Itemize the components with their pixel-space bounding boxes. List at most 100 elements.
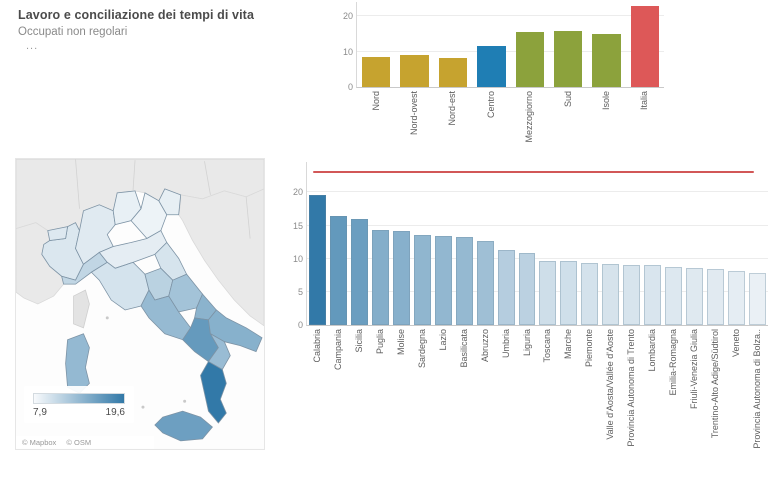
bar-abruzzo[interactable] xyxy=(477,241,494,325)
bar-cell xyxy=(579,162,600,325)
x-label-cell: Basilicata xyxy=(454,329,475,368)
x-label-friuli-venezia-giulia: Friuli-Venezia Giulia xyxy=(690,329,699,409)
bar-cell xyxy=(349,162,370,325)
bar-toscana[interactable] xyxy=(539,261,556,325)
region-plot-area: 05101520 xyxy=(306,162,768,326)
bar-cell xyxy=(587,2,625,87)
bar-sud[interactable] xyxy=(554,31,582,87)
x-label-cell: Nord-est xyxy=(434,91,472,126)
bar-trentino-alto-adige-s-dtirol[interactable] xyxy=(707,269,724,325)
bar-basilicata[interactable] xyxy=(456,237,473,325)
x-label-cell: Friuli-Venezia Giulia xyxy=(684,329,705,409)
bar-cell xyxy=(357,2,395,87)
bar-umbria[interactable] xyxy=(498,250,515,325)
bar-molise[interactable] xyxy=(393,231,410,325)
bar-cell xyxy=(642,162,663,325)
x-label-cell: Toscana xyxy=(537,329,558,363)
bar-cell xyxy=(705,162,726,325)
x-label-lombardia: Lombardia xyxy=(648,329,657,372)
x-label-cell: Veneto xyxy=(726,329,747,357)
bar-italia[interactable] xyxy=(631,6,659,87)
x-label-nord: Nord xyxy=(372,91,381,111)
bar-lombardia[interactable] xyxy=(644,265,661,325)
osm-attribution-link[interactable]: © OSM xyxy=(66,438,91,447)
region-x-axis-labels: CalabriaCampaniaSiciliaPugliaMoliseSarde… xyxy=(307,329,769,479)
x-label-provincia-autonoma-di-bolza-: Provincia Autonoma di Bolza.. xyxy=(753,329,762,449)
y-tick-label-20: 20 xyxy=(331,11,353,21)
bar-provincia-autonoma-di-trento[interactable] xyxy=(623,265,640,325)
bar-cell xyxy=(328,162,349,325)
bar-cell xyxy=(549,2,587,87)
bar-cell xyxy=(496,162,517,325)
x-label-molise: Molise xyxy=(397,329,406,355)
page-subtitle: Occupati non regolari xyxy=(18,26,254,38)
bar-friuli-venezia-giulia[interactable] xyxy=(686,268,703,325)
x-label-cell: Puglia xyxy=(370,329,391,354)
x-label-cell: Centro xyxy=(472,91,510,118)
bar-cell xyxy=(475,162,496,325)
x-label-cell: Liguria xyxy=(517,329,538,356)
bar-puglia[interactable] xyxy=(372,230,389,325)
x-label-cell: Provincia Autonoma di Trento xyxy=(621,329,642,447)
bar-nord-est[interactable] xyxy=(439,58,467,87)
x-label-centro: Centro xyxy=(487,91,496,118)
bar-provincia-autonoma-di-bolza-[interactable] xyxy=(749,273,766,325)
x-label-cell: Isole xyxy=(587,91,625,110)
bar-cell xyxy=(511,2,549,87)
x-label-calabria: Calabria xyxy=(313,329,322,363)
x-label-cell: Campania xyxy=(328,329,349,370)
x-label-italia: Italia xyxy=(640,91,649,110)
bar-cell xyxy=(370,162,391,325)
x-label-cell: Provincia Autonoma di Bolza.. xyxy=(747,329,768,449)
x-label-toscana: Toscana xyxy=(543,329,552,363)
bar-cell xyxy=(600,162,621,325)
bar-mezzogiorno[interactable] xyxy=(516,32,544,87)
bar-lazio[interactable] xyxy=(435,236,452,325)
bar-sicilia[interactable] xyxy=(351,219,368,325)
bar-campania[interactable] xyxy=(330,216,347,325)
bar-cell xyxy=(726,162,747,325)
bar-cell xyxy=(684,162,705,325)
bar-cell xyxy=(434,2,472,87)
x-label-nord-est: Nord-est xyxy=(448,91,457,126)
x-label-umbria: Umbria xyxy=(502,329,511,358)
x-label-isole: Isole xyxy=(602,91,611,110)
mapbox-attribution-link[interactable]: © Mapbox xyxy=(22,438,56,447)
y-tick-label-15: 15 xyxy=(281,221,303,231)
x-label-valle-d-aosta-vall-e-d-aoste: Valle d'Aosta/Vallée d'Aoste xyxy=(606,329,615,440)
bars-container xyxy=(357,2,664,87)
bar-valle-d-aosta-vall-e-d-aoste[interactable] xyxy=(602,264,619,325)
map-small-island xyxy=(183,400,186,403)
x-label-cell: Emilia-Romagna xyxy=(663,329,684,396)
bar-nord-ovest[interactable] xyxy=(400,55,428,87)
x-label-cell: Piemonte xyxy=(579,329,600,367)
y-tick-label-0: 0 xyxy=(331,82,353,92)
color-scale-legend: 7,9 19,6 xyxy=(24,386,134,423)
bar-calabria[interactable] xyxy=(309,195,326,325)
bar-liguria[interactable] xyxy=(519,253,536,325)
x-label-cell: Trentino-Alto Adige/Südtirol xyxy=(705,329,726,438)
legend-max-label: 19,6 xyxy=(106,407,125,418)
bar-cell xyxy=(307,162,328,325)
legend-gradient-bar xyxy=(33,393,125,404)
bar-cell xyxy=(454,162,475,325)
x-label-cell: Mezzogiorno xyxy=(511,91,549,143)
territory-bar-chart: 01020 NordNord-ovestNord-estCentroMezzog… xyxy=(330,2,702,163)
bar-piemonte[interactable] xyxy=(581,263,598,325)
bar-nord[interactable] xyxy=(362,57,390,87)
map-attribution: © Mapbox © OSM xyxy=(16,436,154,449)
bar-centro[interactable] xyxy=(477,46,505,87)
map-region-sardegna[interactable] xyxy=(66,334,90,394)
bar-isole[interactable] xyxy=(592,34,620,87)
bar-cell xyxy=(391,162,412,325)
bar-emilia-romagna[interactable] xyxy=(665,267,682,325)
x-label-cell: Umbria xyxy=(496,329,517,358)
x-label-piemonte: Piemonte xyxy=(585,329,594,367)
bar-marche[interactable] xyxy=(560,261,577,325)
bar-sardegna[interactable] xyxy=(414,235,431,325)
bar-veneto[interactable] xyxy=(728,271,745,325)
x-label-cell: Calabria xyxy=(307,329,328,363)
x-label-cell: Italia xyxy=(626,91,664,110)
x-label-provincia-autonoma-di-trento: Provincia Autonoma di Trento xyxy=(627,329,636,447)
y-tick-label-20: 20 xyxy=(281,187,303,197)
